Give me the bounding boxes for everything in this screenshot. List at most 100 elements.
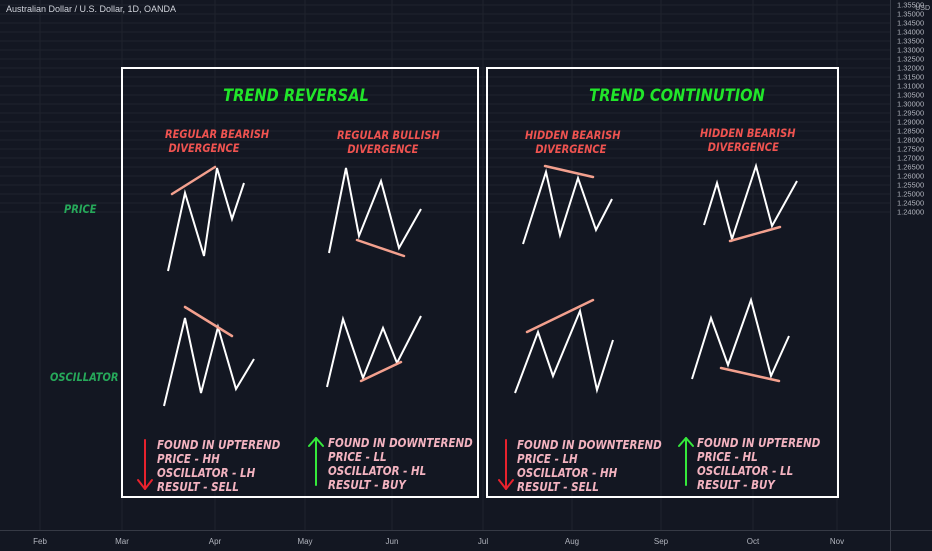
divergence-line-price-4	[728, 225, 782, 243]
sketch-zigzags	[163, 162, 798, 407]
divergence-line-osc-1	[183, 305, 234, 338]
note-line: OSCILLATOR - LL	[697, 464, 794, 478]
axis-corner	[890, 530, 932, 551]
currency-label: USD	[915, 5, 930, 12]
price-tick-label: 1.29500	[897, 108, 925, 118]
price-tick-label: 1.32000	[897, 63, 925, 73]
divergence-label-line: HIDDEN BEARISH	[700, 126, 796, 140]
price-tick-label: 1.25000	[897, 189, 925, 199]
price-tick-label: 1.32500	[897, 54, 925, 64]
trend-continution-frame	[486, 67, 839, 498]
time-axis[interactable]: Feb Mar Apr May Jun Jul Aug Sep Oct Nov	[0, 530, 890, 551]
chart-title: Australian Dollar / U.S. Dollar, 1D, OAN…	[6, 4, 177, 14]
note-line: FOUND IN UPTEREND	[697, 436, 821, 450]
price-tick-label: 1.33500	[897, 36, 925, 46]
time-tick-label: Sep	[653, 537, 669, 546]
time-tick-label: May	[297, 537, 313, 546]
time-tick-label: Jun	[385, 537, 399, 546]
note-line: RESULT - SELL	[517, 480, 599, 494]
arrow-up-icon	[308, 437, 324, 486]
divergence-label-line: REGULAR BEARISH	[165, 127, 270, 141]
note-line: FOUND IN UPTEREND	[157, 438, 281, 452]
divergence-label-line: DIVERGENCE	[168, 141, 240, 155]
divergence-label-line: DIVERGENCE	[707, 140, 779, 154]
note-line: OSCILLATOR - LH	[157, 466, 256, 480]
divergence-line-price-1	[170, 165, 217, 196]
price-tick-label: 1.33000	[897, 45, 925, 55]
time-tick-label: Oct	[746, 537, 760, 546]
divergence-label: REGULAR BULLISH DIVERGENCE	[337, 128, 440, 156]
panel-title-trend-reversal: TREND REVERSAL	[223, 86, 369, 106]
row-label-price: PRICE	[64, 202, 97, 216]
divergence-label-line: HIDDEN BEARISH	[525, 128, 621, 142]
price-tick-label: 1.28500	[897, 126, 925, 136]
time-tick-label: Nov	[829, 537, 845, 546]
divergence-label-line: DIVERGENCE	[535, 142, 607, 156]
price-tick-label: 1.31500	[897, 72, 925, 82]
panel-frames	[121, 67, 839, 498]
price-tick-label: 1.27000	[897, 153, 925, 163]
divergence-label-line: REGULAR BULLISH	[337, 128, 440, 142]
divergence-label-line: DIVERGENCE	[347, 142, 419, 156]
time-tick-label: Jul	[477, 537, 489, 546]
note-line: PRICE - HH	[157, 452, 220, 466]
osc-zigzag-regular-bearish	[163, 317, 255, 407]
time-tick-label: Apr	[208, 537, 222, 546]
time-tick-label: Feb	[33, 537, 47, 546]
note-line: RESULT - BUY	[328, 478, 406, 492]
price-tick-label: 1.31000	[897, 81, 925, 91]
price-zigzag-regular-bullish	[328, 167, 422, 254]
panel-title-trend-continution: TREND CONTINUTION	[589, 86, 765, 106]
price-tick-label: 1.24500	[897, 198, 925, 208]
time-tick-label: Aug	[564, 537, 580, 546]
price-zigzag-hidden-bearish-2	[703, 162, 798, 243]
note-line: RESULT - BUY	[697, 478, 775, 492]
price-tick-label: 1.30000	[897, 99, 925, 109]
price-tick-label: 1.35000	[897, 9, 925, 19]
price-tick-label: 1.25500	[897, 180, 925, 190]
divergence-label: HIDDEN BEARISH DIVERGENCE	[700, 126, 796, 154]
divergence-label: HIDDEN BEARISH DIVERGENCE	[525, 128, 621, 156]
row-label-oscillator: OSCILLATOR	[50, 370, 119, 384]
divergence-line-osc-2	[359, 360, 403, 383]
arrow-up-icon	[678, 437, 694, 486]
divergence-line-osc-3	[525, 298, 595, 334]
note-line: OSCILLATOR - HH	[517, 466, 618, 480]
note-line: FOUND IN DOWNTEREND	[517, 438, 662, 452]
osc-zigzag-hidden-bearish-1	[514, 307, 614, 394]
divergence-line-osc-4	[719, 366, 781, 383]
divergence-note: FOUND IN DOWNTEREND PRICE - LL OSCILLATO…	[328, 436, 473, 492]
osc-zigzag-hidden-bearish-2	[691, 296, 790, 380]
divergence-label: REGULAR BEARISH DIVERGENCE	[165, 127, 269, 155]
price-axis[interactable]: USD 1.24000 1.24500 1.25000 1.25500 1.26000 1…	[890, 0, 932, 530]
divergence-lines	[170, 164, 782, 383]
price-tick-label: 1.26000	[897, 171, 925, 181]
price-tick-label: 1.34000	[897, 27, 925, 37]
note-line: PRICE - HL	[697, 450, 758, 464]
note-line: RESULT - SELL	[157, 480, 239, 494]
note-line: PRICE - LH	[517, 452, 578, 466]
divergence-note: FOUND IN UPTEREND PRICE - HH OSCILLATOR …	[157, 438, 280, 494]
divergence-line-price-3	[543, 164, 595, 179]
price-zigzag-regular-bearish	[167, 167, 245, 272]
time-tick-label: Mar	[115, 537, 129, 546]
divergence-note: FOUND IN DOWNTEREND PRICE - LH OSCILLATO…	[517, 438, 662, 494]
price-tick-label: 1.29000	[897, 117, 925, 127]
arrow-down-icon	[137, 439, 153, 490]
price-tick-label: 1.27500	[897, 144, 925, 154]
price-tick-label: 1.24000	[897, 207, 925, 217]
price-tick-label: 1.28000	[897, 135, 925, 145]
price-zigzag-hidden-bearish-1	[522, 168, 613, 245]
price-tick-label: 1.26500	[897, 162, 925, 172]
price-tick-label: 1.34500	[897, 18, 925, 28]
price-tick-label: 1.35500	[897, 0, 925, 10]
note-line: FOUND IN DOWNTEREND	[328, 436, 473, 450]
trend-reversal-frame	[121, 67, 479, 498]
price-tick-label: 1.30500	[897, 90, 925, 100]
divergence-note: FOUND IN UPTEREND PRICE - HL OSCILLATOR …	[697, 436, 820, 492]
divergence-line-price-2	[355, 238, 406, 258]
note-line: PRICE - LL	[328, 450, 387, 464]
arrow-down-icon	[498, 439, 514, 490]
